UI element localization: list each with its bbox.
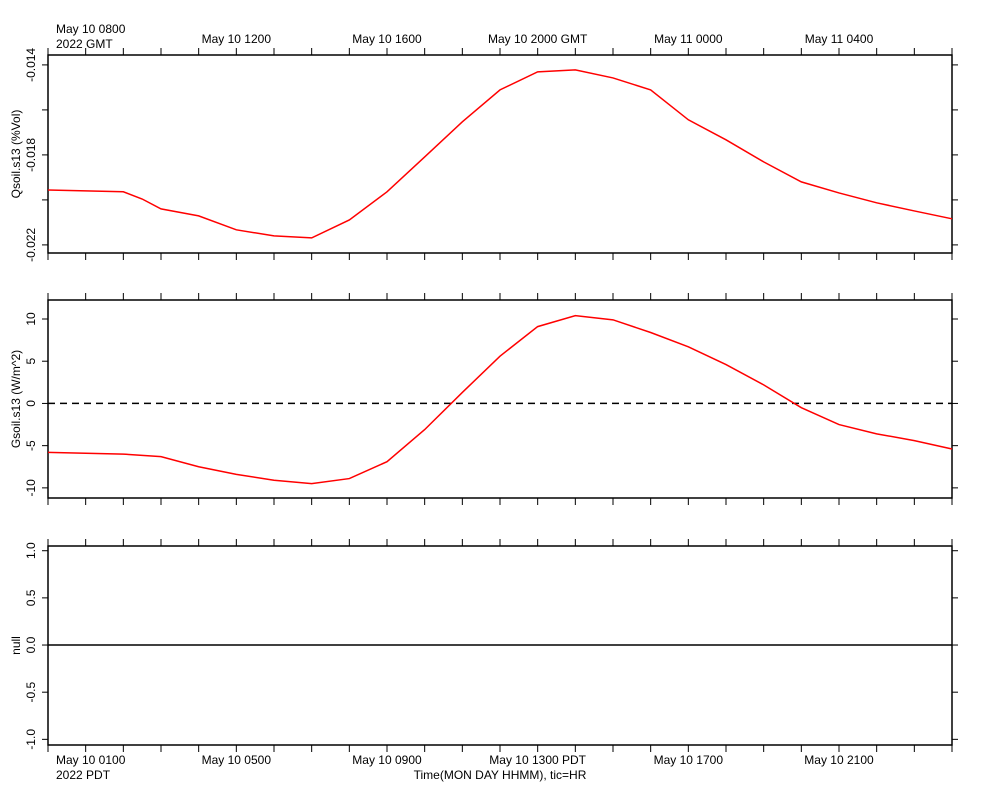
x2-tick-label: May 10 1600 (352, 32, 422, 46)
x2-tick-label: May 10 2000 GMT (488, 32, 588, 46)
y-tick-label: -0.022 (24, 228, 38, 262)
x-tick-label: May 10 1300 PDT (489, 753, 586, 767)
x-tick-label: May 10 0500 (202, 753, 272, 767)
y-tick-label: 0 (24, 400, 38, 407)
y-tick-label: -1.0 (24, 729, 38, 750)
x-axis-label: Time(MON DAY HHMM), tic=HR (414, 768, 587, 782)
y-axis-label: null (9, 636, 23, 655)
x2-tick-label: May 10 0800 (56, 22, 126, 36)
data-line (47, 314, 953, 485)
y-tick-label: 0.5 (24, 589, 38, 606)
plot-frame (47, 299, 953, 499)
data-line (47, 69, 953, 239)
y-tick-label: -0.018 (24, 138, 38, 172)
y-tick-label: 10 (24, 312, 38, 326)
y-axis-label: Gsoil.s13 (W/m^2) (9, 350, 23, 448)
y-tick-label: -5 (24, 440, 38, 451)
x-tick-label: May 10 0900 (352, 753, 422, 767)
x2-tick-label: May 11 0400 (805, 32, 874, 46)
y-axis-label: Qsoil.s13 (%Vol) (9, 110, 23, 199)
x2-year-label: 2022 GMT (56, 37, 113, 51)
x2-tick-label: May 11 0000 (654, 32, 723, 46)
y-tick-label: -10 (24, 479, 38, 497)
plot-frame (47, 54, 953, 254)
y-tick-label: 5 (24, 358, 38, 365)
x2-tick-label: May 10 1200 (202, 32, 272, 46)
y-tick-label: 1.0 (24, 542, 38, 559)
y-tick-label: 0.0 (24, 636, 38, 653)
x-tick-label: May 10 2100 (804, 753, 874, 767)
x-year-label: 2022 PDT (56, 768, 111, 782)
y-tick-label: -0.014 (24, 48, 38, 82)
x-tick-label: May 10 0100 (56, 753, 126, 767)
x-tick-label: May 10 1700 (654, 753, 724, 767)
y-tick-label: -0.5 (24, 682, 38, 703)
